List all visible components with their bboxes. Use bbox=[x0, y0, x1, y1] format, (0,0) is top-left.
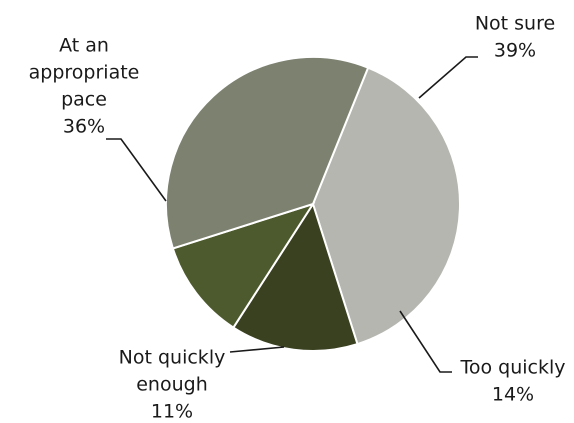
leader-line-1 bbox=[399, 310, 452, 373]
slice-value-label-3: 36% bbox=[63, 116, 105, 138]
pie-slices bbox=[165, 56, 461, 352]
leader-line-3 bbox=[106, 138, 167, 202]
slice-label-1: Too quickly 14% bbox=[459, 357, 565, 406]
slice-value-label-1: 14% bbox=[492, 384, 534, 406]
slice-category-label-2: enough bbox=[136, 374, 208, 396]
pie-slice-1 bbox=[231, 201, 359, 352]
slice-label-2: Not quickly enough 11% bbox=[119, 347, 226, 423]
slice-category-label-0: Not sure bbox=[475, 13, 555, 35]
slice-value-label-2: 11% bbox=[151, 401, 193, 423]
leader-line-2 bbox=[229, 346, 285, 353]
leader-line-0 bbox=[418, 56, 478, 99]
pie-slice-2 bbox=[171, 202, 316, 329]
pie-slice-0 bbox=[311, 66, 461, 346]
pie-slice-3 bbox=[165, 56, 370, 250]
slice-label-3: At an appropriate pace 36% bbox=[29, 35, 140, 138]
slice-category-label-3: pace bbox=[61, 89, 107, 111]
slice-category-label-3: appropriate bbox=[29, 62, 140, 84]
slice-label-0: Not sure 39% bbox=[475, 13, 555, 62]
slice-category-label-1: Too quickly bbox=[459, 357, 565, 379]
slice-category-label-3: At an bbox=[59, 35, 109, 57]
slice-value-label-0: 39% bbox=[494, 40, 536, 62]
slice-category-label-2: Not quickly bbox=[119, 347, 226, 369]
